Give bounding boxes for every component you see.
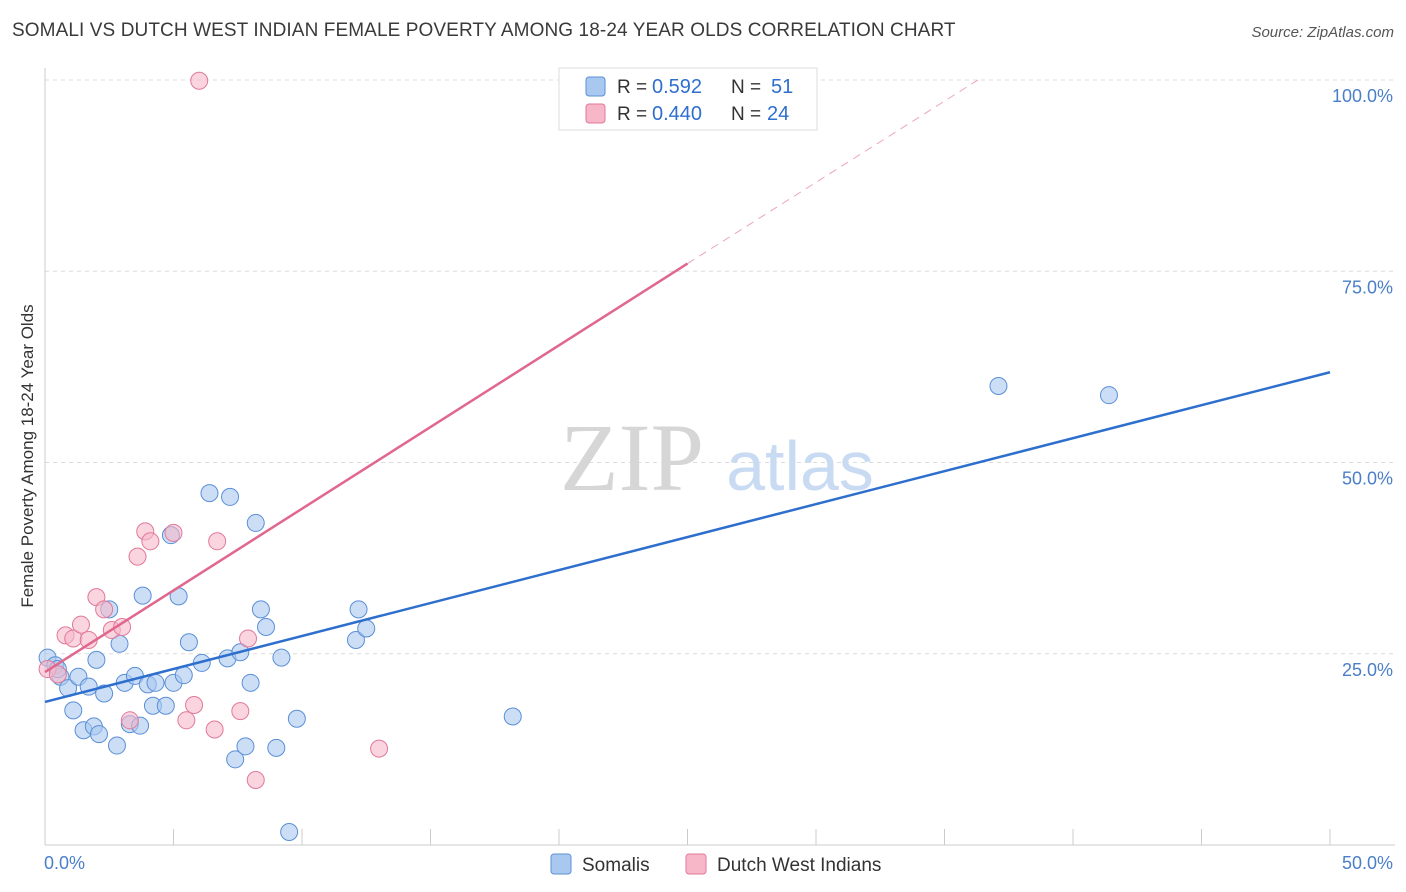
bottom-legend-swatch-dwi xyxy=(685,853,707,875)
legend-n-value-1: 51 xyxy=(771,76,793,98)
dwi-point xyxy=(128,547,147,566)
dwi-point xyxy=(164,523,183,542)
dwi-point xyxy=(120,711,139,730)
somali-point xyxy=(287,709,306,728)
legend-swatch-dwi xyxy=(585,103,606,124)
somali-point xyxy=(989,377,1008,395)
somali-point xyxy=(174,666,193,685)
somali-point xyxy=(357,619,376,638)
somali-point xyxy=(280,822,299,841)
dwi-point xyxy=(205,720,224,739)
legend-n-value-2: 24 xyxy=(767,103,789,125)
somali-point xyxy=(64,701,83,720)
somali-point xyxy=(251,600,270,619)
legend-r-label-1: R = xyxy=(617,77,647,98)
dwi-point xyxy=(185,696,204,715)
dwi-point xyxy=(246,770,265,789)
dwi-point xyxy=(190,71,209,90)
somali-point xyxy=(95,684,114,703)
somali-point xyxy=(107,736,126,755)
somali-point xyxy=(349,600,368,619)
somali-point xyxy=(226,750,245,769)
somali-point xyxy=(246,513,265,532)
bottom-legend-dwi: Dutch West Indians xyxy=(717,855,881,876)
somali-point xyxy=(1099,386,1118,405)
y-tick-label-2: 75.0% xyxy=(1342,277,1393,297)
somali-point xyxy=(156,696,175,715)
somali-point xyxy=(236,737,255,756)
dwi-point xyxy=(71,615,90,634)
dwi-point xyxy=(231,702,250,721)
legend-r-value-2: 0.440 xyxy=(652,103,702,125)
somali-point xyxy=(200,484,219,503)
y-tick-label-1: 50.0% xyxy=(1342,469,1393,489)
grid-lines xyxy=(45,79,1395,655)
chart-title: SOMALI VS DUTCH WEST INDIAN FEMALE POVER… xyxy=(12,20,956,41)
somali-point xyxy=(272,648,291,667)
y-tick-label-3: 100.0% xyxy=(1332,86,1393,106)
somali-point xyxy=(267,738,286,757)
legend: R = 0.592 N = 51 R = 0.440 N = 24 xyxy=(558,67,818,131)
somali-point xyxy=(146,673,165,692)
watermark-zip: ZIP xyxy=(560,404,704,511)
somali-point xyxy=(503,707,522,726)
somali-point xyxy=(241,673,260,692)
dwi-point xyxy=(177,711,196,730)
somali-point xyxy=(133,586,152,605)
watermark: ZIP atlas xyxy=(560,404,874,511)
legend-swatch-somali xyxy=(585,76,606,97)
dwi-point xyxy=(48,665,67,684)
bottom-legend-swatch-somali xyxy=(550,853,572,875)
dwi-point xyxy=(370,739,389,758)
somali-point xyxy=(179,633,198,652)
dwi-point xyxy=(239,629,258,648)
dwi-point xyxy=(95,600,114,619)
tick-labels: 25.0% 50.0% 75.0% 100.0% 0.0% 50.0% xyxy=(44,86,1393,873)
bottom-legend: Somalis Dutch West Indians xyxy=(550,853,881,876)
somali-point xyxy=(87,650,106,669)
dwi-points xyxy=(38,71,389,789)
chart-source: Source: ZipAtlas.com xyxy=(1251,24,1394,41)
legend-r-label-2: R = xyxy=(617,104,647,125)
legend-r-value-1: 0.592 xyxy=(652,76,702,98)
dwi-point xyxy=(113,617,132,636)
dwi-point xyxy=(208,532,227,551)
legend-n-label-1: N = xyxy=(731,77,761,98)
somali-point xyxy=(221,487,240,506)
somali-points xyxy=(38,377,1118,841)
y-tick-label-0: 25.0% xyxy=(1342,660,1393,680)
x-tick-label-1: 50.0% xyxy=(1342,853,1393,873)
dwi-trend-line xyxy=(44,262,689,674)
legend-n-label-2: N = xyxy=(731,104,761,125)
watermark-atlas: atlas xyxy=(726,427,874,505)
axes xyxy=(44,68,1395,846)
somali-point xyxy=(89,725,108,744)
dwi-point xyxy=(141,532,160,551)
somali-point xyxy=(257,617,276,636)
somali-point xyxy=(346,630,365,649)
x-tick-label-0: 0.0% xyxy=(44,853,85,873)
somali-trend-line xyxy=(44,371,1331,704)
bottom-legend-somali: Somalis xyxy=(582,855,650,876)
dwi-trend-extension xyxy=(687,79,979,265)
trend-lines xyxy=(44,79,1331,704)
